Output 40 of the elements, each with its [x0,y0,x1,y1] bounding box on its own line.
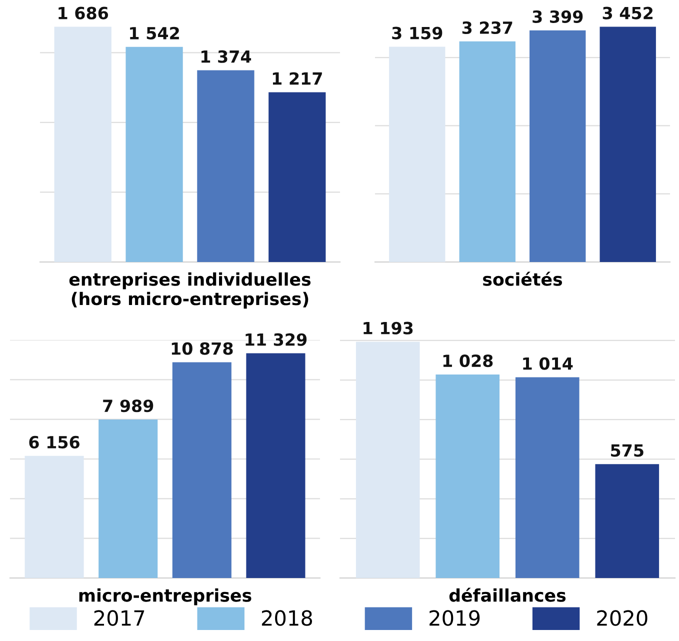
data-label: 1 014 [523,357,573,370]
bar [515,377,580,578]
data-label: 575 [611,444,644,457]
data-label: 3 237 [462,21,512,34]
bar [530,30,586,262]
bar [246,353,306,578]
x-axis-title: sociétés [483,272,562,286]
data-label: 1 542 [130,26,179,40]
data-label: 1 374 [202,50,252,63]
data-label: 3 399 [532,10,583,23]
legend-label: 2019 [430,610,480,626]
x-axis-title: entreprises individuelles (hors micro-entreprises) [69,272,311,309]
data-label: 6 156 [29,436,80,449]
legend-label: 2020 [597,610,648,626]
bar [389,46,446,262]
bar [356,342,420,578]
bar [98,420,158,578]
bar [436,374,500,578]
data-label: 1 028 [443,354,493,368]
data-label: 3 452 [602,6,653,20]
bar [126,46,183,262]
bar [595,464,660,578]
legend-label: 2017 [94,610,144,626]
legend-label: 2018 [262,610,312,626]
data-label: 3 159 [392,26,442,40]
bar [600,26,656,262]
bar [172,362,232,578]
bar [197,70,254,262]
data-label: 1 193 [364,322,413,334]
bar [459,41,516,262]
bar [54,26,112,262]
data-label: 10 878 [172,342,233,355]
bar [268,92,326,262]
data-label: 11 329 [246,333,307,346]
x-axis-title: micro-entreprises [79,588,252,606]
x-axis-title: défaillances [449,588,566,602]
bar [24,456,84,578]
data-label: 1 686 [58,6,108,20]
data-label: 7 989 [103,400,154,412]
data-label: 1 217 [272,72,322,85]
